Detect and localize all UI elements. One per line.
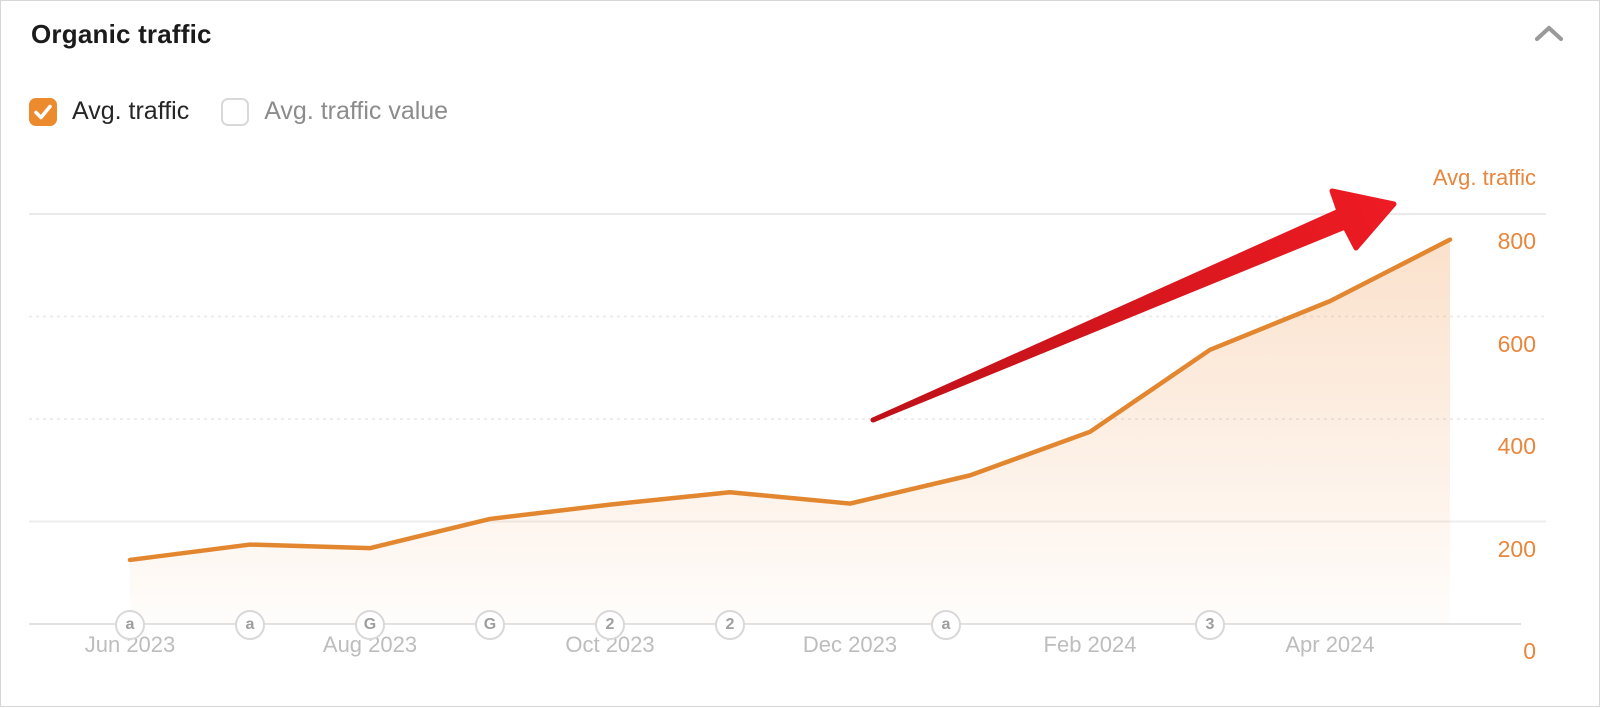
legend-label: Avg. traffic value [264, 97, 449, 125]
page-title: Organic traffic [31, 19, 212, 49]
avg-traffic-checkbox[interactable] [29, 97, 57, 126]
y-axis-tick-label: 0 [1523, 638, 1536, 664]
event-marker-G[interactable]: G [475, 610, 505, 640]
traffic-area-fill [130, 239, 1450, 624]
x-axis-tick-label: Jun 2023 [84, 632, 176, 657]
legend-label: Avg. traffic [72, 97, 190, 125]
chevron-up-icon [1534, 25, 1564, 42]
event-marker-3[interactable]: 3 [1195, 610, 1225, 640]
collapse-button[interactable] [1533, 23, 1565, 45]
y-axis-tick-label: 200 [1497, 535, 1536, 562]
x-axis-tick-label: Oct 2023 [565, 632, 655, 657]
event-marker-2[interactable]: 2 [595, 610, 625, 640]
traffic-line [127, 237, 1453, 563]
y-axis-tick-label: 800 [1497, 228, 1536, 254]
event-marker-a[interactable]: a [931, 610, 961, 640]
x-axis-tick-label: Aug 2023 [322, 632, 418, 657]
event-marker-2[interactable]: 2 [715, 610, 745, 640]
x-axis-tick-label: Apr 2024 [1285, 632, 1375, 657]
checkmark-icon [34, 104, 52, 119]
y-axis-tick-label: 400 [1497, 433, 1536, 459]
event-marker-a[interactable]: a [115, 610, 145, 640]
red-growth-arrow [870, 188, 1397, 423]
avg-traffic-value-checkbox[interactable] [221, 97, 250, 126]
chart-legend: Avg. traffic Avg. traffic value [29, 97, 480, 126]
legend-item-avg-traffic[interactable]: Avg. traffic [29, 97, 189, 126]
legend-item-avg-traffic-value[interactable]: Avg. traffic value [221, 97, 448, 126]
y-axis-tick-label: 600 [1497, 330, 1536, 357]
event-marker-a[interactable]: a [235, 610, 265, 640]
x-axis-tick-label: Dec 2023 [802, 632, 898, 657]
x-axis-tick-label: Feb 2024 [1043, 632, 1137, 657]
event-marker-G[interactable]: G [355, 610, 385, 640]
y-axis-title: Avg. traffic [1432, 165, 1536, 190]
